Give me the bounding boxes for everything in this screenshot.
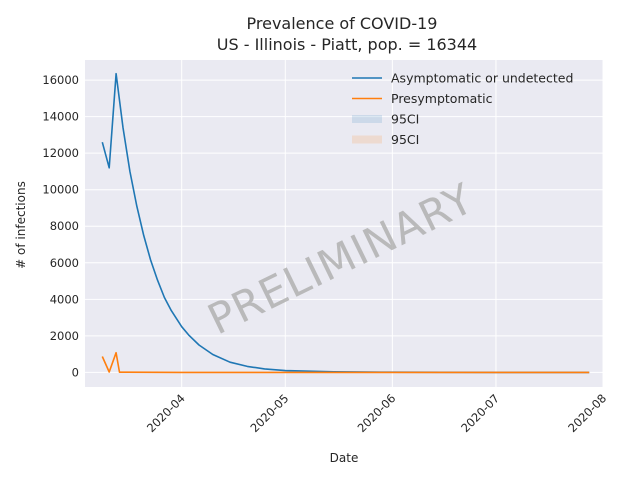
- y-tick-label: 14000: [42, 110, 79, 124]
- plot-area: [85, 60, 603, 387]
- y-tick-label: 4000: [50, 292, 79, 306]
- legend-swatch: [352, 135, 382, 144]
- y-tick-label: 0: [72, 365, 79, 379]
- chart-title: Prevalence of COVID-19: [247, 14, 438, 33]
- y-tick-label: 6000: [50, 256, 79, 270]
- series-layer: [101, 72, 590, 374]
- x-tick-label: 2020-04: [144, 391, 188, 435]
- x-tick-label: 2020-06: [355, 391, 399, 435]
- y-tick-label: 2000: [50, 329, 79, 343]
- x-tick-label: 2020-08: [565, 391, 609, 435]
- legend-label: Presymptomatic: [391, 91, 493, 106]
- grid-lines: [85, 60, 604, 387]
- x-axis-label: Date: [330, 451, 359, 465]
- x-tick-label: 2020-07: [458, 391, 502, 435]
- y-tick-label: 12000: [42, 146, 79, 160]
- series-line: [101, 351, 590, 374]
- x-tick-label: 2020-05: [248, 391, 292, 435]
- y-tick-label: 8000: [50, 219, 79, 233]
- legend-label: 95CI: [391, 132, 419, 147]
- legend-swatch: [352, 115, 382, 123]
- legend-label: Asymptomatic or undetected: [391, 71, 573, 86]
- legend: Asymptomatic or undetected Presymptomatic…: [352, 71, 573, 147]
- legend-label: 95CI: [391, 112, 419, 127]
- series-line: [101, 72, 590, 374]
- y-tick-label: 10000: [42, 183, 79, 197]
- chart-subtitle: US - Illinois - Piatt, pop. = 16344: [217, 35, 477, 54]
- y-tick-label: 16000: [42, 73, 79, 87]
- y-axis-label: # of infections: [14, 181, 28, 269]
